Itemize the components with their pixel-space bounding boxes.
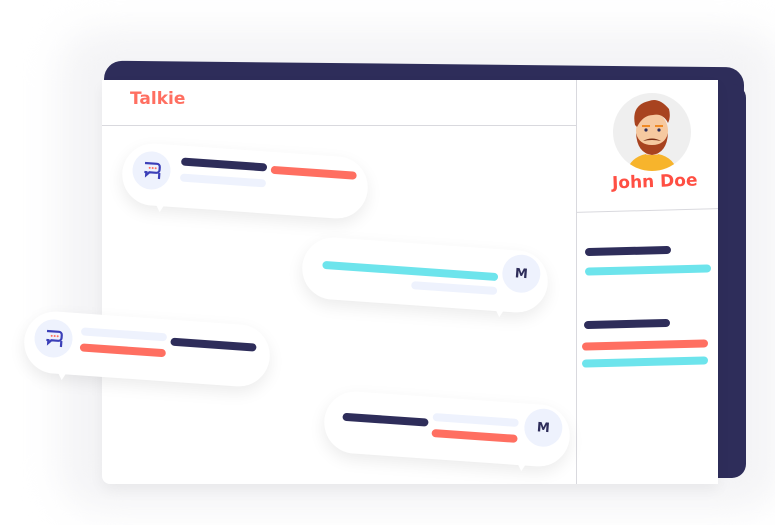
contact-avatar: M <box>501 253 542 294</box>
sidebar-divider <box>576 80 577 484</box>
message-line <box>80 327 168 342</box>
message-line <box>432 412 519 427</box>
message-line <box>170 337 257 352</box>
bearded-man-avatar-icon <box>627 100 677 171</box>
message-line <box>342 412 429 427</box>
message-bubble[interactable] <box>22 309 272 389</box>
profile-name: John Doe <box>611 170 698 194</box>
profile-divider <box>576 208 718 213</box>
chat-bubble-icon <box>33 318 74 359</box>
message-line <box>410 281 498 296</box>
header-divider <box>102 125 576 126</box>
message-line <box>431 428 518 443</box>
message-bubble[interactable] <box>120 141 370 221</box>
message-line <box>270 165 357 180</box>
contact-avatar: M <box>523 407 564 448</box>
profile-avatar[interactable] <box>613 93 691 171</box>
bubble-tail <box>491 302 509 318</box>
message-line <box>179 173 267 188</box>
bubble-tail <box>53 365 71 381</box>
app-title: Talkie <box>130 89 186 109</box>
message-line <box>79 343 167 358</box>
message-line <box>322 260 499 282</box>
bubble-tail <box>151 197 169 213</box>
bubble-tail <box>513 456 531 472</box>
chat-bubble-icon <box>131 150 172 191</box>
message-line <box>180 157 268 172</box>
